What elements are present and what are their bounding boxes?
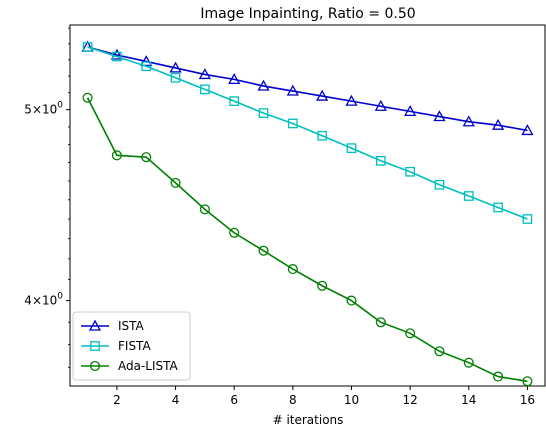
y-tick-exponent: 0 [57, 292, 63, 302]
data-point [375, 155, 386, 166]
data-point [258, 108, 269, 118]
x-tick-label: 16 [520, 393, 535, 407]
data-point [82, 42, 93, 52]
data-point [345, 94, 358, 106]
x-tick-label: 4 [172, 393, 180, 407]
data-point [493, 371, 504, 382]
data-point [141, 152, 152, 163]
y-tick-multiplier: ×10 [32, 103, 57, 117]
legend: ISTA FISTA Ada-LISTA [72, 311, 191, 381]
data-point [229, 227, 240, 238]
x-tick-label: 8 [289, 393, 297, 407]
data-point [405, 328, 416, 339]
data-point [346, 295, 357, 306]
data-point [434, 346, 445, 357]
x-axis-label: # iterations [273, 413, 344, 427]
data-point [463, 357, 474, 368]
legend-marker [89, 360, 101, 372]
data-point [404, 105, 417, 117]
data-point [141, 61, 152, 72]
x-tick-label: 12 [402, 393, 417, 407]
data-point [463, 191, 474, 201]
data-point [170, 177, 181, 188]
y-tick-base: 5 [24, 103, 32, 117]
plot-frame [69, 24, 546, 387]
data-point [375, 317, 386, 328]
data-point [521, 124, 534, 136]
data-point [493, 202, 503, 213]
data-point [462, 115, 475, 127]
data-point [522, 376, 533, 387]
data-point [198, 68, 211, 80]
legend-marker [88, 319, 102, 331]
data-point [199, 204, 210, 215]
data-point [140, 55, 153, 67]
legend-label: ISTA [118, 319, 145, 333]
data-point [287, 118, 298, 129]
data-point [257, 79, 270, 91]
data-point [112, 51, 122, 62]
data-point [228, 73, 241, 85]
legend-entry: Ada-LISTA [81, 359, 179, 373]
legend-label: Ada-LISTA [118, 359, 179, 373]
series-line [87, 46, 528, 132]
series-fista [82, 42, 533, 224]
series-line [87, 46, 528, 220]
data-point [110, 48, 124, 60]
y-tick-exponent: 0 [57, 101, 63, 111]
data-point [316, 89, 329, 101]
x-tick-label: 6 [230, 393, 238, 407]
y-tick-label: 4×100 [24, 292, 63, 308]
data-point [170, 72, 181, 83]
data-point [258, 245, 269, 256]
legend-entry: ISTA [81, 319, 145, 333]
data-point [317, 280, 328, 291]
chart-title: Image Inpainting, Ratio = 0.50 [200, 6, 415, 22]
data-point [374, 99, 387, 111]
data-point [405, 166, 415, 177]
data-point [434, 179, 445, 190]
x-tick-label: 14 [461, 393, 476, 407]
data-point [522, 214, 533, 224]
data-point [287, 264, 298, 275]
legend-label: FISTA [118, 339, 151, 353]
y-tick-base: 4 [24, 294, 32, 308]
data-point [82, 92, 93, 103]
data-point [433, 110, 446, 122]
y-tick-multiplier: ×10 [32, 294, 57, 308]
data-point [111, 150, 122, 161]
series-line [86, 97, 528, 383]
series-ista [81, 40, 534, 136]
data-point [491, 118, 505, 130]
legend-marker [90, 341, 100, 351]
x-tick-label: 2 [113, 393, 121, 407]
data-point [229, 96, 240, 106]
legend-entry: FISTA [81, 339, 151, 353]
data-point [200, 84, 210, 95]
data-point [169, 61, 182, 73]
data-point [317, 130, 328, 141]
series-ada-lista [82, 92, 533, 387]
x-tick-label: 10 [344, 393, 359, 407]
data-point [286, 84, 299, 96]
data-point [346, 143, 357, 154]
y-tick-label: 5×100 [24, 101, 63, 117]
legend-box [72, 311, 191, 381]
